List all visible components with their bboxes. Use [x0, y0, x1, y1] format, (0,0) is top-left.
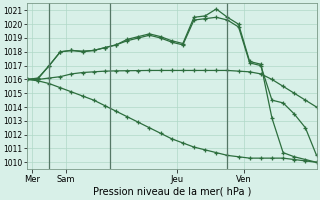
X-axis label: Pression niveau de la mer( hPa ): Pression niveau de la mer( hPa ): [92, 187, 251, 197]
